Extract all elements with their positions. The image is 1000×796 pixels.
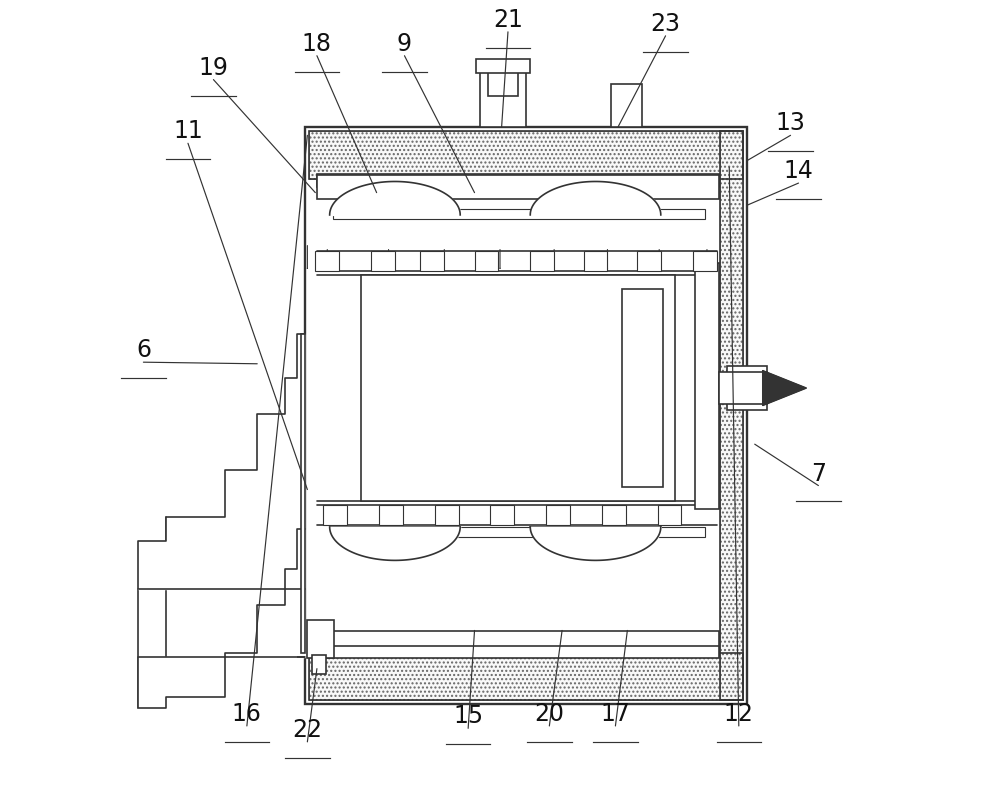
Bar [305, 127, 747, 704]
Bar [317, 646, 719, 658]
Bar [309, 131, 743, 179]
Bar [323, 505, 347, 525]
Text: 20: 20 [534, 702, 564, 726]
Bar [379, 505, 403, 525]
Bar [317, 631, 719, 655]
Bar [488, 65, 518, 96]
Bar [476, 59, 530, 73]
Bar [371, 251, 395, 271]
Bar [312, 655, 326, 674]
Bar [475, 251, 498, 271]
Text: 14: 14 [784, 159, 813, 183]
Bar [480, 68, 526, 127]
Bar [309, 653, 743, 700]
Text: 11: 11 [173, 119, 203, 143]
Bar [530, 251, 554, 271]
Text: 15: 15 [453, 704, 483, 728]
Polygon shape [138, 529, 305, 708]
Bar [658, 505, 681, 525]
Bar [695, 263, 719, 509]
Bar [602, 505, 626, 525]
Text: 21: 21 [493, 8, 523, 32]
Bar [720, 131, 743, 700]
Bar [622, 289, 663, 487]
Bar [584, 251, 607, 271]
Bar [317, 174, 719, 187]
Bar [309, 131, 743, 179]
Text: 13: 13 [776, 111, 805, 135]
Text: 9: 9 [397, 32, 412, 56]
Bar [315, 251, 339, 271]
Text: 19: 19 [199, 56, 228, 80]
Bar [546, 505, 570, 525]
Bar [307, 620, 334, 658]
Text: 12: 12 [724, 702, 754, 726]
Bar [309, 653, 743, 700]
Bar [317, 175, 719, 199]
Bar [333, 209, 705, 219]
Polygon shape [138, 334, 305, 589]
Bar [420, 251, 444, 271]
Polygon shape [763, 371, 806, 406]
Bar [333, 527, 705, 537]
Text: 18: 18 [302, 32, 332, 56]
Bar [301, 334, 305, 653]
Bar [361, 275, 675, 501]
Bar [719, 373, 767, 404]
Bar [435, 505, 459, 525]
Text: 22: 22 [292, 718, 322, 742]
Bar [693, 251, 717, 271]
Bar [637, 251, 661, 271]
Text: 23: 23 [651, 12, 681, 36]
Bar [720, 131, 743, 700]
Bar [611, 84, 642, 127]
Text: 16: 16 [232, 702, 262, 726]
Bar [727, 366, 767, 411]
Text: 17: 17 [600, 702, 630, 726]
Text: 7: 7 [811, 462, 826, 486]
Bar [490, 505, 514, 525]
Text: 6: 6 [136, 338, 151, 362]
